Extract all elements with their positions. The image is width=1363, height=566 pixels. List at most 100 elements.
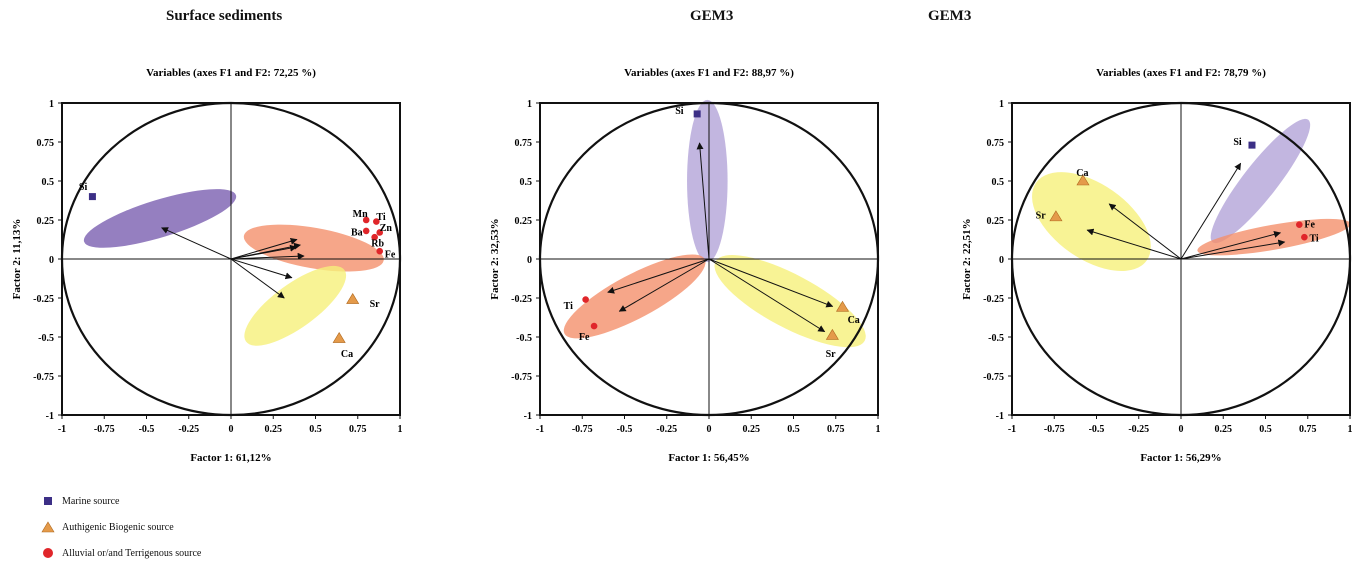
x-tick-label: 0 — [1179, 424, 1184, 435]
x-tick-label: -0.25 — [178, 424, 199, 435]
figure-title-surface-sediments: Surface sediments — [166, 8, 283, 24]
x-axis-label: Factor 1: 56,45% — [668, 452, 749, 464]
y-tick-label: -0.75 — [511, 372, 532, 383]
point-ti — [1301, 233, 1308, 241]
y-tick-label: 0.5 — [520, 177, 533, 188]
y-tick-label: 0 — [49, 255, 54, 266]
y-tick-label: -0.5 — [988, 333, 1004, 344]
x-tick-label: 0.5 — [309, 424, 322, 435]
y-tick-label: -1 — [46, 411, 54, 422]
x-tick-label: 1 — [876, 424, 881, 435]
point-sr — [346, 292, 360, 304]
chart-title: Variables (axes F1 and F2: 88,97 %) — [624, 67, 794, 79]
x-axis-label: Factor 1: 56,29% — [1140, 452, 1221, 464]
y-tick-label: -0.25 — [511, 294, 532, 305]
x-axis-label: Factor 1: 61,12% — [190, 452, 271, 464]
legend-label-authigenic: Authigenic Biogenic source — [62, 521, 174, 533]
x-tick-label: 0.75 — [827, 424, 845, 435]
group-ellipse-2 — [244, 265, 347, 346]
y-tick-label: -0.75 — [33, 372, 54, 383]
loading-arrow-5 — [230, 258, 293, 280]
group-ellipse-0 — [1210, 118, 1311, 244]
legend: Marine source Authigenic Biogenic source… — [40, 488, 201, 566]
x-tick-label: -1 — [58, 424, 66, 435]
group-ellipse-0 — [83, 189, 237, 248]
y-tick-label: -0.5 — [516, 333, 532, 344]
point-si — [88, 193, 96, 201]
point-fe — [376, 247, 384, 255]
loading-arrow-1 — [607, 258, 710, 294]
point-ti — [373, 218, 380, 225]
loading-arrow-0 — [161, 227, 232, 260]
point-fe — [590, 322, 598, 330]
legend-item-marine: Marine source — [40, 488, 201, 514]
x-tick-label: 0.5 — [1259, 424, 1272, 435]
loading-arrow-4 — [1086, 228, 1182, 260]
pca-chart-gem3-a: Variables (axes F1 and F2: 88,97 %) Si Ti F… — [489, 67, 881, 464]
group-ellipse-2 — [1032, 172, 1151, 271]
label-ti: Ti — [376, 212, 385, 223]
point-ti — [582, 296, 589, 303]
pca-chart-surface-sediments: Variables (axes F1 and F2: 72,25 %) Si Mn T… — [11, 67, 403, 464]
y-tick-label: 0.25 — [515, 216, 533, 227]
legend-label-marine: Marine source — [62, 495, 120, 507]
label-ba: Ba — [351, 227, 363, 238]
y-tick-label: 0.5 — [42, 177, 55, 188]
y-tick-label: 0 — [527, 255, 532, 266]
x-tick-label: -0.25 — [656, 424, 677, 435]
square-marker-icon — [40, 494, 56, 508]
y-tick-label: 1 — [999, 99, 1004, 110]
y-axis-label: Factor 2: 11,13% — [11, 219, 23, 300]
y-tick-label: 0.25 — [37, 216, 55, 227]
point-sr — [1049, 210, 1063, 222]
x-tick-label: -0.5 — [139, 424, 155, 435]
x-tick-label: 0 — [229, 424, 234, 435]
y-tick-label: 1 — [49, 99, 54, 110]
y-tick-label: -0.75 — [983, 372, 1004, 383]
x-tick-label: 0.25 — [743, 424, 761, 435]
loading-arrow-4 — [708, 258, 826, 333]
label-ti: Ti — [1309, 234, 1318, 245]
point-ba — [362, 227, 370, 235]
point-ca — [1076, 174, 1090, 186]
y-tick-label: 0.75 — [987, 138, 1005, 149]
label-ca: Ca — [341, 349, 353, 360]
point-si — [693, 110, 701, 118]
x-tick-label: 0.25 — [265, 424, 283, 435]
y-tick-label: 0.75 — [515, 138, 533, 149]
chart-title: Variables (axes F1 and F2: 78,79 %) — [1096, 67, 1266, 79]
x-tick-label: -1 — [1008, 424, 1016, 435]
y-tick-label: 0.5 — [992, 177, 1005, 188]
label-si: Si — [675, 106, 684, 117]
legend-item-authigenic: Authigenic Biogenic source — [40, 514, 201, 540]
circle-marker-icon — [40, 546, 56, 560]
triangle-marker-icon — [40, 520, 56, 534]
chart-title: Variables (axes F1 and F2: 72,25 %) — [146, 67, 316, 79]
point-si — [1248, 141, 1256, 149]
x-tick-label: -0.5 — [1089, 424, 1105, 435]
y-tick-label: -0.25 — [33, 294, 54, 305]
group-ellipse-1 — [563, 254, 706, 339]
loading-arrow-6 — [230, 258, 285, 299]
y-axis-label: Factor 2: 22,51% — [961, 218, 973, 299]
y-tick-label: 0 — [999, 255, 1004, 266]
y-tick-label: -0.5 — [38, 333, 54, 344]
x-tick-label: 0.75 — [1299, 424, 1317, 435]
figure-title-gem3-a: GEM3 — [690, 8, 734, 24]
point-ca — [332, 331, 346, 343]
loading-arrow-3 — [1108, 203, 1182, 260]
group-ellipse-1 — [243, 224, 384, 272]
loading-arrow-0 — [696, 142, 710, 260]
loading-arrow-4 — [230, 252, 305, 260]
group-ellipse-0 — [687, 99, 728, 263]
x-tick-label: 0.25 — [1215, 424, 1233, 435]
x-tick-label: -1 — [536, 424, 544, 435]
loading-arrow-2 — [618, 258, 710, 312]
loading-arrow-1 — [1180, 231, 1282, 260]
y-tick-label: 0.75 — [37, 138, 55, 149]
point-rb — [371, 233, 378, 241]
x-tick-label: 0 — [707, 424, 712, 435]
x-tick-label: -0.5 — [617, 424, 633, 435]
point-mn — [362, 216, 370, 224]
label-sr: Sr — [826, 349, 837, 360]
